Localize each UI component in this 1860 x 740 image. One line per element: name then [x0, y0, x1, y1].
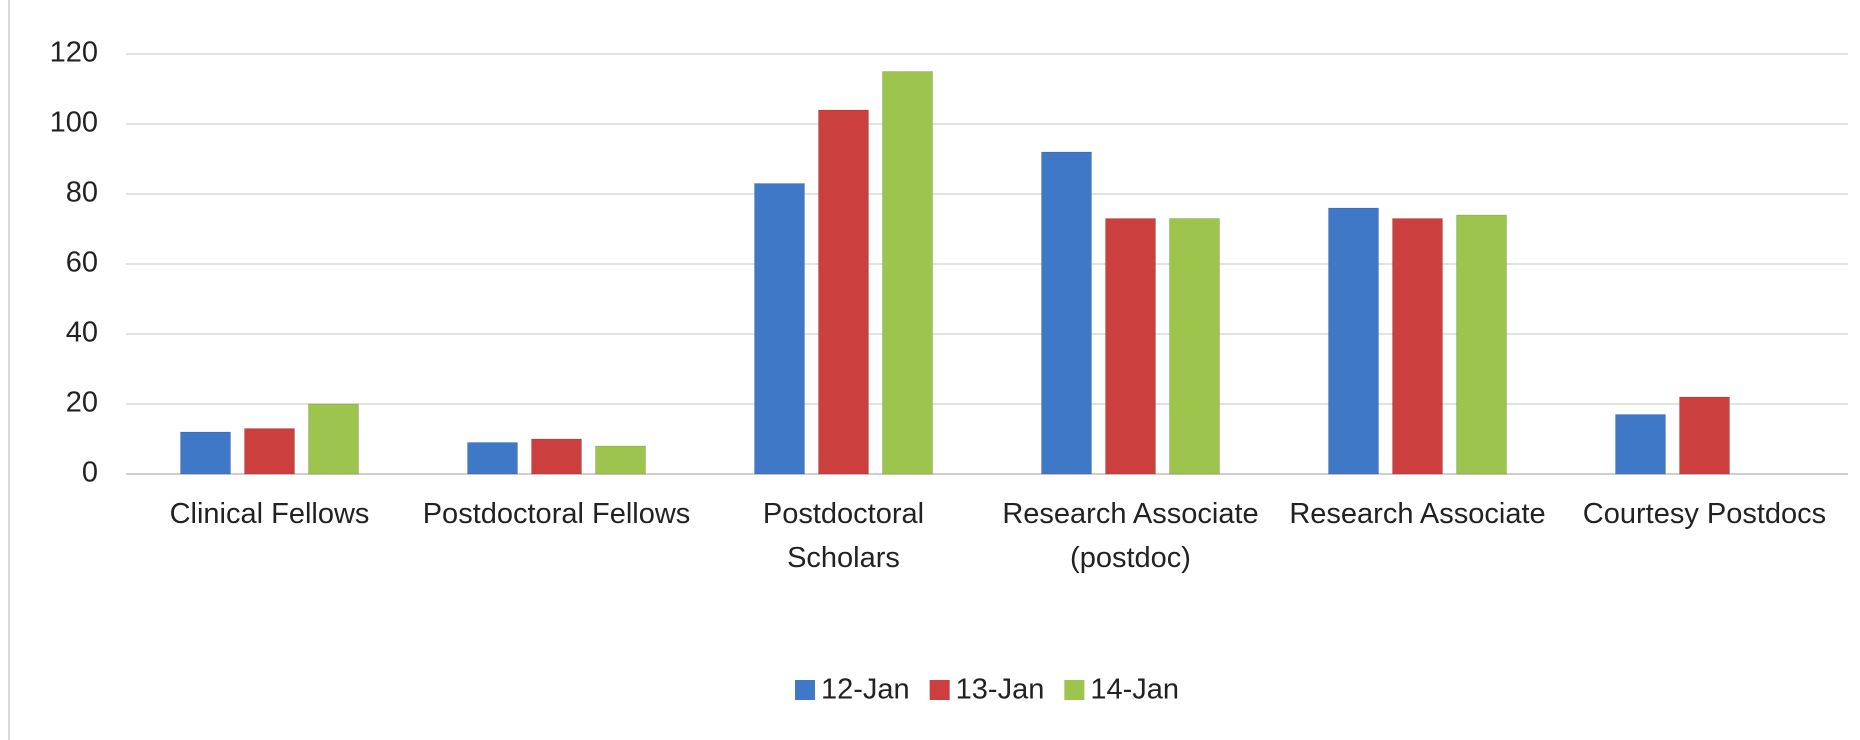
legend-swatch [929, 680, 950, 700]
y-tick-label: 0 [82, 457, 98, 489]
bar [467, 442, 518, 475]
legend-label: 12-Jan [821, 674, 910, 706]
y-tick-label: 40 [66, 317, 98, 349]
x-tick-label: Clinical Fellows [169, 498, 370, 530]
legend-label: 14-Jan [1090, 674, 1179, 706]
legend-swatch [794, 680, 815, 700]
bar [1328, 207, 1379, 475]
bar [1392, 218, 1443, 475]
x-tick-label: Postdoctoral Scholars [762, 498, 925, 574]
y-tick-label: 120 [50, 37, 98, 69]
bar [1456, 214, 1507, 475]
legend-label: 13-Jan [956, 674, 1045, 706]
x-tick-label: Research Associate [1289, 498, 1546, 530]
y-tick-label: 20 [66, 387, 98, 419]
bar [1105, 218, 1156, 475]
bar [818, 109, 869, 475]
bar [244, 428, 295, 475]
bar [1041, 151, 1092, 475]
bar [180, 431, 231, 475]
bar [308, 403, 359, 475]
x-tick-label: Postdoctoral Fellows [422, 498, 691, 530]
legend-swatch [1064, 680, 1085, 700]
x-tick-label: Courtesy Postdocs [1582, 498, 1827, 530]
bar [882, 71, 933, 475]
y-tick-label: 60 [66, 247, 98, 279]
bar [1679, 396, 1730, 475]
bar [1615, 414, 1666, 475]
y-tick-label: 80 [66, 177, 98, 209]
bar [1169, 218, 1220, 475]
bar [754, 183, 805, 475]
y-tick-label: 100 [50, 107, 98, 139]
x-tick-label: Research Associate (postdoc) [1002, 498, 1259, 574]
bar [595, 445, 646, 475]
bar [531, 438, 582, 475]
